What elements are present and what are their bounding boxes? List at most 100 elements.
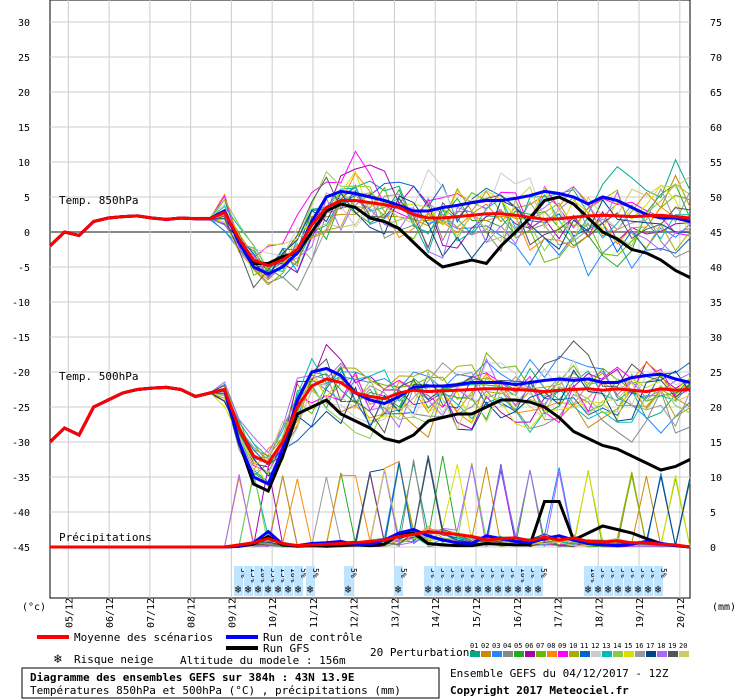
main-lines [48, 189, 691, 549]
left-tick-label: -25 [12, 403, 30, 414]
snow-risk-band [464, 566, 473, 596]
perturbation-swatch [470, 651, 480, 657]
perturbation-id: 15 [624, 642, 632, 650]
snow-risk-band [644, 566, 653, 596]
legend-snow-label: Risque neige [74, 653, 153, 666]
left-tick-label: -30 [12, 438, 30, 449]
perturbation-swatch [503, 651, 513, 657]
snow-risk-band [494, 566, 503, 596]
snowflake-icon: ❄ [445, 583, 452, 596]
perturbation-swatches: 01 02 03 04 05 06 07 08 09 10 11 12 13 14 15 16 17 18 19 20 [470, 642, 689, 657]
perturbation-id: 08 [547, 642, 555, 650]
x-tick-label: 18/12 [594, 598, 605, 628]
legend-control-label: Run de contrôle [263, 631, 362, 644]
x-tick-label: 13/12 [390, 598, 401, 628]
perturbation-id: 11 [580, 642, 588, 650]
snowflake-icon: ❄ [605, 583, 612, 596]
snow-risk-band [634, 566, 643, 596]
snowflake-icon: ❄ [345, 583, 352, 596]
legend-perturbations-label: 20 Perturbations [370, 646, 476, 659]
snow-risk-band [454, 566, 463, 596]
left-tick-label: -20 [12, 368, 30, 379]
snowflake-icon: ❄ [275, 583, 282, 596]
footer-run: Ensemble GEFS du 04/12/2017 - 12Z [450, 667, 669, 680]
snowflake-icon: ❄ [455, 583, 462, 596]
x-tick-label: 05/12 [64, 598, 75, 628]
snow-risk-band [264, 566, 273, 596]
snowflake-icon: ❄ [495, 583, 502, 596]
snow-risk-band [306, 566, 315, 596]
footer-subtitle: Températures 850hPa et 500hPa (°C) , pré… [30, 684, 401, 697]
perturbation-id: 09 [558, 642, 566, 650]
snowflake-icon: ❄ [307, 583, 314, 596]
footer-copyright: Copyright 2017 Meteociel.fr [450, 684, 629, 697]
snow-risk-label: 5% [619, 568, 628, 578]
right-tick-label: 65 [710, 88, 722, 99]
snowflake-icon: ❄ [505, 583, 512, 596]
snowflake-icon: ❄ [645, 583, 652, 596]
snow-risk-label: 15% [279, 568, 288, 583]
snow-risk-label: 5% [539, 568, 548, 578]
perturbation-swatch [591, 651, 601, 657]
perturbation-swatch [558, 651, 568, 657]
left-tick-label: 5 [24, 193, 30, 204]
mean-line-precip [50, 530, 691, 549]
snow-risk-band [534, 566, 543, 596]
x-tick-label: 14/12 [431, 598, 442, 628]
right-tick-label: 15 [710, 438, 722, 449]
snow-risk-band [434, 566, 443, 596]
snow-risk-label: 5% [629, 568, 638, 578]
snow-risk-band [504, 566, 513, 596]
x-tick-label: 08/12 [187, 598, 198, 628]
snow-risk-band [294, 566, 303, 596]
snow-risk-label: 5% [529, 568, 538, 578]
x-tick-label: 17/12 [554, 598, 565, 628]
perturbation-id: 20 [679, 642, 687, 650]
snowflake-icon: ❄ [425, 583, 432, 596]
x-axis: 05/12 06/12 07/12 08/12 09/12 10/12 11/12 12/12… [64, 598, 686, 628]
snow-risk-band [654, 566, 663, 596]
right-tick-label: 55 [710, 158, 722, 169]
snow-risk-band [244, 566, 253, 596]
perturbation-id: 03 [492, 642, 500, 650]
snow-risk-label: 5% [429, 568, 438, 578]
snowflake-icon: ❄ [655, 583, 662, 596]
mean-line-t850 [48, 199, 691, 268]
x-tick-label: 10/12 [268, 598, 279, 628]
perturbation-swatch [547, 651, 557, 657]
perturbation-swatch [613, 651, 623, 657]
perturbation-swatch [525, 651, 535, 657]
panel-label-t850: Temp. 850hPa [59, 194, 138, 207]
snow-risk-label: 5% [239, 568, 248, 578]
perturbation-id: 05 [514, 642, 522, 650]
snow-risk-label: 5% [469, 568, 478, 578]
snowflake-icon: ❄ [53, 652, 62, 667]
snow-risk-label: 5% [659, 568, 668, 578]
plot-area [49, 0, 691, 599]
left-tick-label: 0 [24, 228, 30, 239]
snow-risk-band [424, 566, 433, 596]
perturbation-swatch [481, 651, 491, 657]
snowflake-icon: ❄ [285, 583, 292, 596]
left-tick-label: -45 [12, 543, 30, 554]
right-tick-label: 70 [710, 53, 722, 64]
snow-risk-band [274, 566, 283, 596]
snowflake-icon: ❄ [255, 583, 262, 596]
perturbation-id: 14 [613, 642, 621, 650]
snow-risk-label: 5% [489, 568, 498, 578]
right-tick-label: 40 [710, 263, 722, 274]
snow-risk-label: 5% [609, 568, 618, 578]
snow-risk-label: 35% [269, 568, 278, 583]
x-tick-label: 12/12 [350, 598, 361, 628]
left-tick-label: 20 [18, 88, 30, 99]
snowflake-icon: ❄ [615, 583, 622, 596]
x-tick-label: 09/12 [227, 598, 238, 628]
snow-risk-label: 5% [509, 568, 518, 578]
perturbation-id: 02 [481, 642, 489, 650]
perturbation-swatch [668, 651, 678, 657]
snow-risk-label: 5% [649, 568, 658, 578]
snow-risk-band [514, 566, 523, 596]
mean-line-t500 [48, 377, 691, 465]
perturbation-swatch [569, 651, 579, 657]
